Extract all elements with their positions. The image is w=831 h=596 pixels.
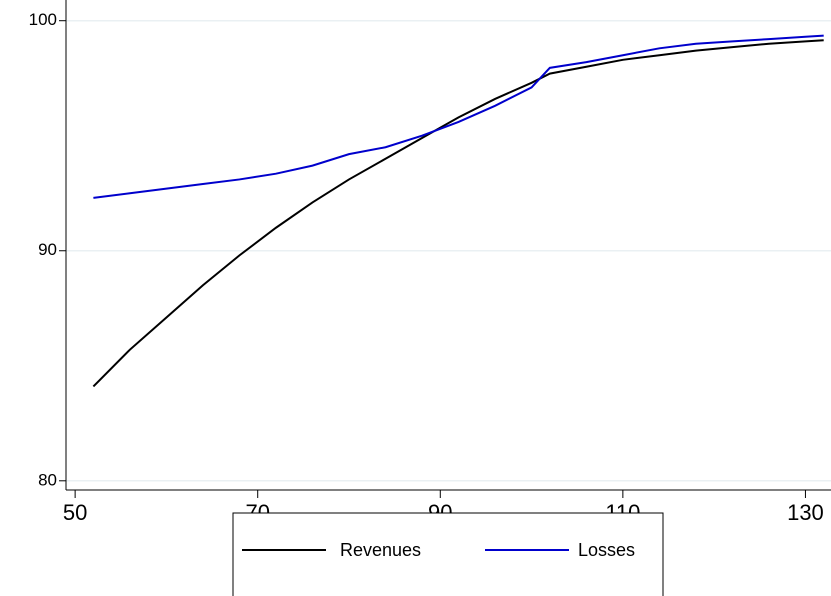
legend-label: Revenues: [340, 540, 421, 560]
x-tick-label: 50: [63, 500, 87, 525]
y-tick-label: 90: [38, 240, 57, 259]
legend-label: Losses: [578, 540, 635, 560]
x-tick-label: 130: [787, 500, 824, 525]
y-tick-label: 80: [38, 470, 57, 489]
series-line: [93, 34, 824, 199]
series-line: [92, 39, 824, 388]
y-tick-label: 100: [29, 10, 57, 29]
legend-box: [232, 512, 664, 596]
